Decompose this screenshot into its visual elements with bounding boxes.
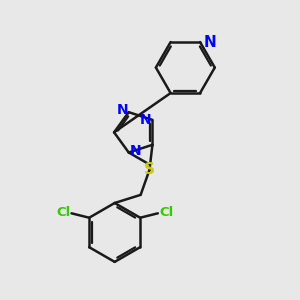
Text: Cl: Cl [56, 206, 70, 219]
Text: N: N [116, 103, 128, 117]
Text: Cl: Cl [159, 206, 173, 219]
Text: S: S [144, 162, 155, 177]
Text: N: N [140, 113, 152, 127]
Text: N: N [204, 34, 216, 50]
Text: N: N [129, 144, 141, 158]
